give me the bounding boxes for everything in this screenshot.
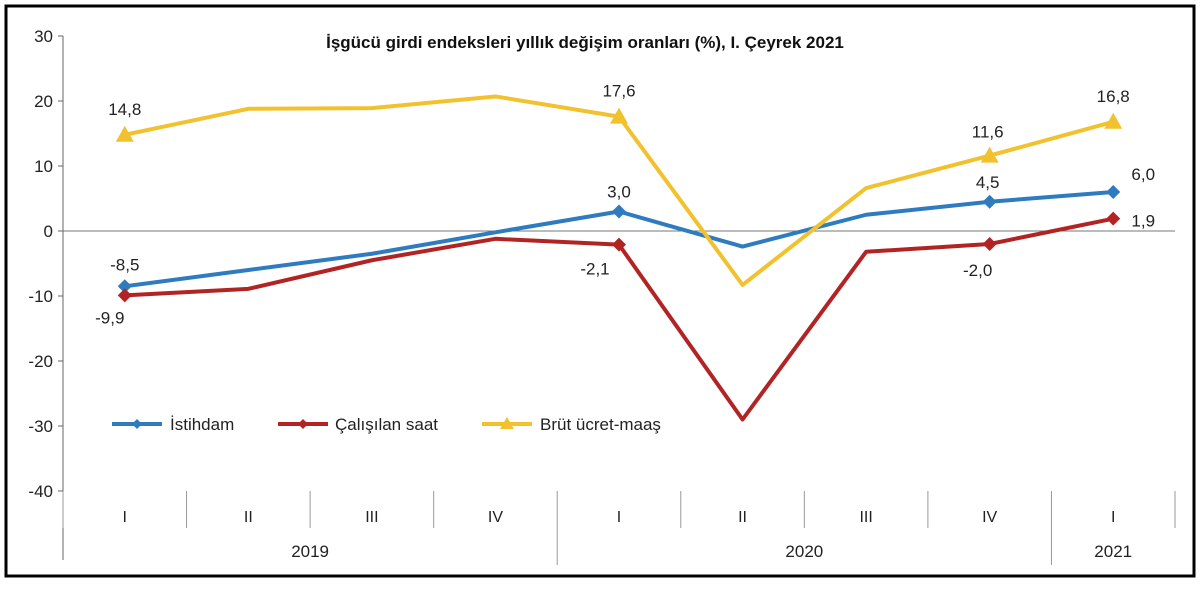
legend-item: Çalışılan saat [278,415,438,434]
legend-label: Brüt ücret-maaş [540,415,661,434]
data-label: 11,6 [972,123,1004,142]
category-label: I [123,509,127,526]
category-label: IV [982,509,997,526]
y-tick-label: -10 [28,287,53,306]
data-point [612,204,626,219]
y-tick-label: -30 [28,417,53,436]
y-tick-label: 20 [34,92,53,111]
legend-marker [298,419,308,429]
legend-item: Brüt ücret-maaş [482,415,661,434]
category-label: I [1111,509,1115,526]
data-point [982,194,997,209]
data-point [117,279,132,294]
category-label: I [617,509,621,526]
y-tick-label: 0 [44,222,53,241]
category-label: II [244,509,253,526]
legend: İstihdam Çalışılan saat Brüt ücret-maaş [112,415,661,434]
data-point [1106,185,1121,199]
legend-label: İstihdam [170,415,234,434]
year-label: 2019 [291,542,329,561]
series-2 [117,211,1121,422]
data-label: 16,8 [1097,87,1130,106]
y-tick-label: 10 [34,157,53,176]
series-1 [117,185,1121,294]
data-point [982,237,997,251]
data-point [115,125,134,142]
data-label: 3,0 [607,183,631,202]
data-label: 1,9 [1131,212,1155,231]
data-point [117,288,132,303]
data-label: 14,8 [108,100,141,119]
year-label: 2021 [1094,542,1132,561]
legend-marker [500,417,514,429]
data-point [612,237,626,252]
data-label: -2,1 [580,260,609,279]
data-point [1104,112,1123,129]
y-tick-label: 30 [34,27,53,46]
series-layer [115,94,1123,422]
y-tick-label: -20 [28,352,53,371]
legend-label: Çalışılan saat [335,415,438,434]
data-labels: -8,5 3,0 4,5 6,0 -9,9 -2,1 -2,0 1,9 14,8 17,6 11,6… [95,82,1155,328]
data-label: -2,0 [963,261,992,280]
category-label: III [365,509,378,526]
category-label: IV [488,509,503,526]
data-label: 17,6 [602,82,635,101]
category-label: III [859,509,872,526]
data-label: 4,5 [976,173,1000,192]
series-3 [115,94,1123,287]
chart-title: İşgücü girdi endeksleri yıllık değişim o… [326,33,844,52]
legend-item: İstihdam [112,415,234,434]
data-point [610,107,628,124]
data-label: -8,5 [110,255,139,274]
data-label: 6,0 [1131,165,1155,184]
data-label: -9,9 [95,308,124,327]
data-point [980,146,999,163]
year-label: 2020 [785,542,823,561]
category-label: II [738,509,747,526]
legend-marker [132,419,142,429]
data-point [1106,211,1121,226]
y-tick-label: -40 [28,482,53,501]
